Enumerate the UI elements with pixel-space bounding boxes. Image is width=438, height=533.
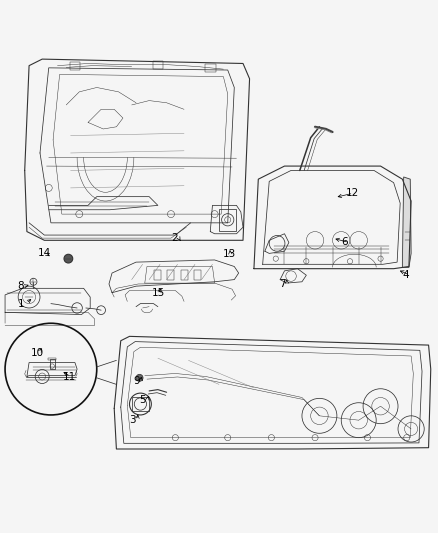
Text: 5: 5 bbox=[140, 394, 146, 405]
Text: 6: 6 bbox=[341, 238, 348, 247]
Bar bbox=[194, 270, 201, 280]
Polygon shape bbox=[403, 177, 411, 268]
Circle shape bbox=[136, 374, 143, 381]
Bar bbox=[154, 270, 161, 280]
Text: 3: 3 bbox=[130, 415, 136, 425]
Text: 9: 9 bbox=[133, 376, 140, 386]
Bar bbox=[49, 359, 55, 369]
Text: 2: 2 bbox=[171, 233, 177, 243]
Bar bbox=[205, 64, 215, 72]
Text: 7: 7 bbox=[279, 279, 286, 289]
Circle shape bbox=[64, 254, 73, 263]
Bar bbox=[152, 61, 163, 69]
Bar bbox=[219, 209, 237, 231]
Bar bbox=[167, 270, 174, 280]
Text: 11: 11 bbox=[63, 372, 76, 382]
Text: 8: 8 bbox=[17, 281, 24, 291]
Text: 1: 1 bbox=[18, 298, 25, 309]
Text: 13: 13 bbox=[223, 249, 236, 259]
Text: 14: 14 bbox=[38, 248, 51, 259]
Bar bbox=[70, 62, 80, 70]
Bar bbox=[48, 358, 56, 360]
Bar bbox=[132, 397, 149, 411]
Text: 15: 15 bbox=[151, 288, 165, 298]
Text: 10: 10 bbox=[31, 348, 44, 358]
Text: 4: 4 bbox=[403, 270, 409, 280]
Text: 12: 12 bbox=[346, 188, 359, 198]
Bar bbox=[180, 270, 187, 280]
